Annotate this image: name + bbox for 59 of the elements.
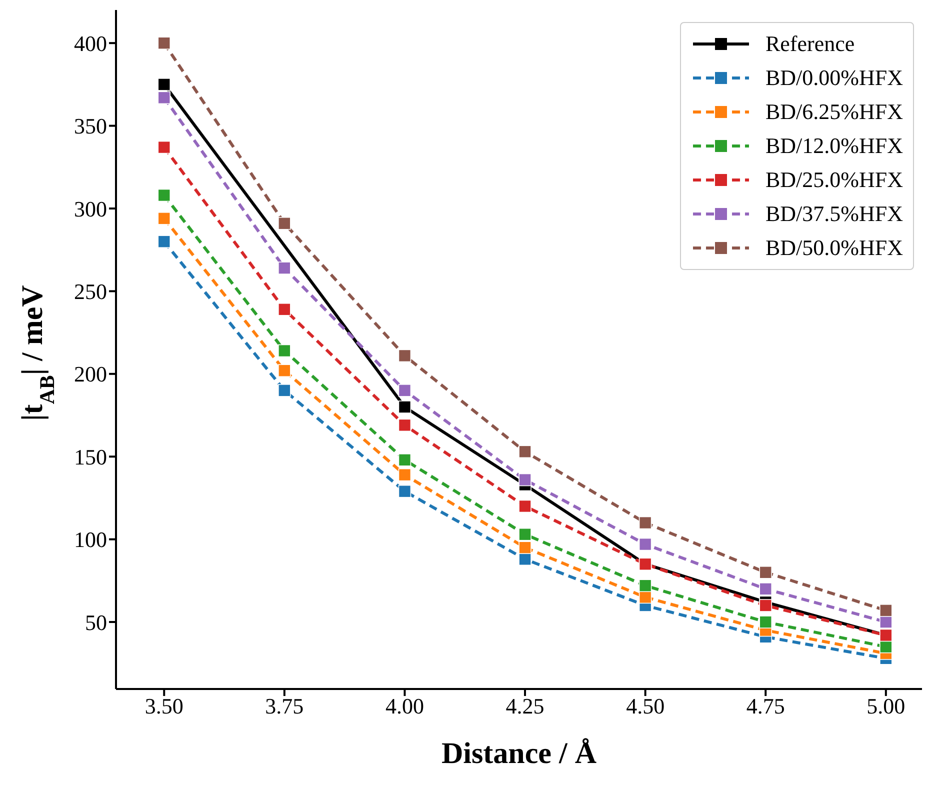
y-tick-label: 300: [74, 196, 107, 222]
point: [398, 454, 412, 466]
x-tick-label: 4.50: [626, 694, 665, 719]
legend-label: Reference: [765, 31, 855, 57]
point: [880, 616, 892, 628]
point: [398, 418, 412, 432]
point: [158, 140, 171, 154]
point: [158, 235, 171, 248]
point: [518, 541, 532, 554]
point: [158, 78, 171, 91]
point: [278, 384, 291, 397]
point: [158, 36, 171, 50]
x-tick-label: 5.00: [866, 694, 906, 719]
x-axis-title: Distance / Å: [442, 737, 597, 770]
point: [638, 579, 652, 592]
point: [638, 538, 652, 551]
point: [398, 384, 412, 397]
y-tick-label: 50: [85, 610, 107, 635]
point: [278, 262, 291, 274]
y-tick-label: 250: [74, 279, 107, 304]
point: [518, 445, 532, 458]
point: [398, 484, 412, 498]
point: [638, 516, 652, 530]
point: [158, 188, 171, 202]
y-tick-label: 400: [74, 30, 107, 56]
point: [518, 528, 532, 541]
x-tick-label: 3.50: [144, 694, 184, 719]
y-tick-label: 200: [74, 362, 107, 387]
x-tick-label: 4.75: [746, 694, 785, 719]
x-tick-label: 3.75: [265, 694, 304, 719]
legend-label: BD/25.0%HFX: [765, 167, 903, 193]
legend-label: BD/0.00%HFX: [765, 65, 903, 91]
point: [278, 344, 291, 358]
point: [518, 473, 532, 486]
x-tick-label: 4.00: [385, 694, 424, 719]
point: [518, 552, 532, 566]
y-tick-label: 350: [74, 114, 107, 139]
point: [398, 400, 412, 414]
legend-label: BD/6.25%HFX: [765, 99, 903, 125]
x-tick-label: 4.25: [506, 694, 544, 719]
legend-label: BD/37.5%HFX: [765, 201, 903, 227]
point: [759, 616, 772, 628]
point: [158, 91, 171, 104]
point: [398, 349, 412, 362]
point: [158, 212, 171, 225]
point: [880, 604, 892, 617]
point: [278, 302, 291, 316]
point: [759, 582, 772, 596]
point: [278, 364, 291, 377]
point: [518, 500, 532, 513]
legend-label: BD/50.0%HFX: [765, 235, 903, 261]
legend-label: BD/12.0%HFX: [765, 133, 903, 159]
point: [759, 599, 772, 612]
point: [278, 216, 291, 230]
point: [398, 468, 412, 482]
y-tick-label: 150: [74, 444, 107, 470]
y-tick-label: 100: [74, 527, 107, 552]
point: [880, 640, 892, 654]
point: [759, 566, 772, 579]
